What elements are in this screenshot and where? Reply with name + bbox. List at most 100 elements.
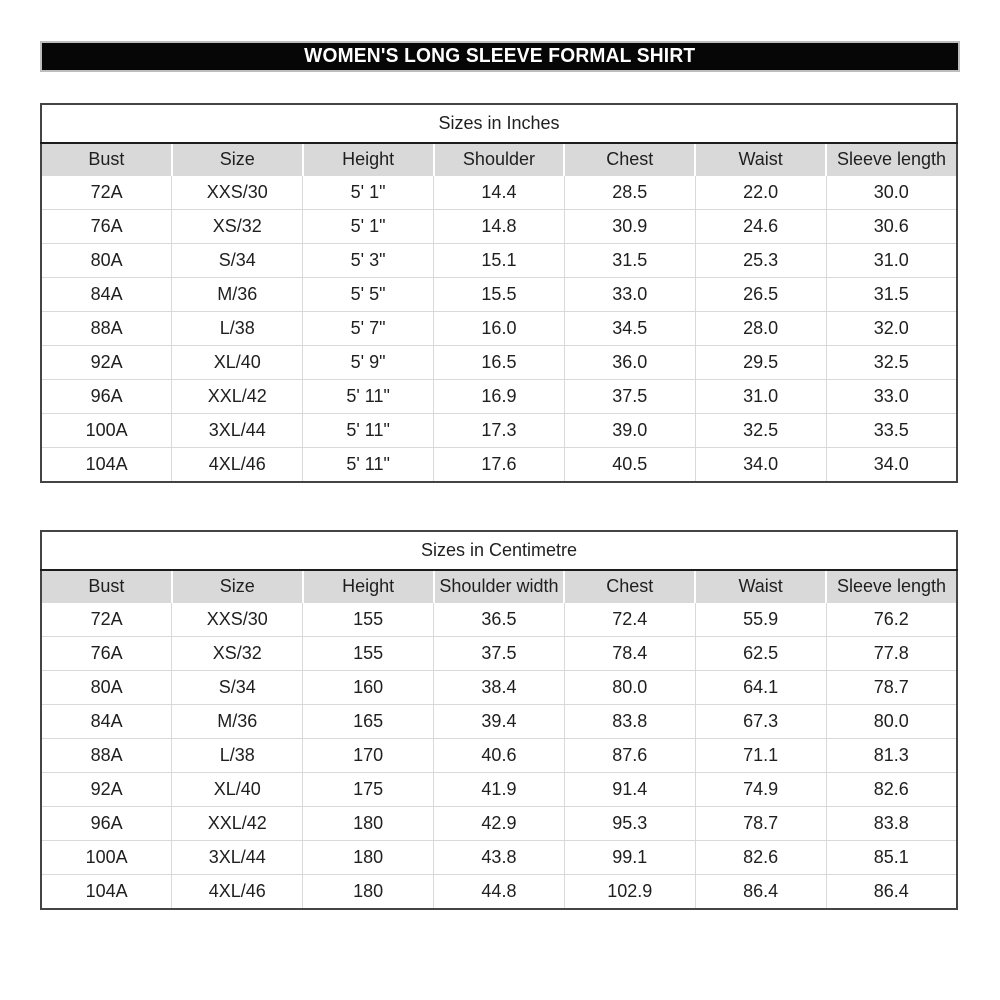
table-cell: 180 bbox=[302, 806, 434, 841]
column-header: Sleeve length bbox=[825, 143, 957, 176]
table-cell: 5' 1" bbox=[302, 209, 434, 244]
table-cell: 96A bbox=[41, 806, 172, 841]
table-cell: 41.9 bbox=[433, 772, 565, 807]
table-cell: 40.5 bbox=[563, 447, 696, 482]
table-cell: S/34 bbox=[171, 670, 303, 705]
table-cell: 86.4 bbox=[694, 874, 827, 909]
table-cell: 36.0 bbox=[563, 345, 696, 380]
table-cell: 5' 1" bbox=[302, 175, 434, 210]
table-cell: 32.0 bbox=[825, 311, 957, 346]
table-cell: 31.5 bbox=[825, 277, 957, 312]
table-cell: 91.4 bbox=[563, 772, 696, 807]
table-cell: 5' 11" bbox=[302, 379, 434, 414]
table-cell: XXL/42 bbox=[171, 379, 303, 414]
table-cell: 4XL/46 bbox=[171, 874, 303, 909]
table-cell: 64.1 bbox=[694, 670, 827, 705]
table-cell: 99.1 bbox=[563, 840, 696, 875]
table-cell: 16.0 bbox=[433, 311, 565, 346]
table-cell: 40.6 bbox=[433, 738, 565, 773]
table-cell: 4XL/46 bbox=[171, 447, 303, 482]
table-cell: 30.9 bbox=[563, 209, 696, 244]
table-row: 80A S/34 160 38.4 80.0 64.1 78.7 bbox=[41, 670, 957, 705]
table-cell: 77.8 bbox=[825, 636, 957, 671]
column-header: Waist bbox=[694, 570, 827, 603]
table-cell: 28.5 bbox=[563, 175, 696, 210]
column-header: Shoulder bbox=[432, 143, 565, 176]
table-cell: 44.8 bbox=[433, 874, 565, 909]
table-cell: L/38 bbox=[171, 311, 303, 346]
table-cell: 39.0 bbox=[563, 413, 696, 448]
table-row: 76A XS/32 5' 1" 14.8 30.9 24.6 30.6 bbox=[41, 209, 957, 244]
table-cell: 30.6 bbox=[825, 209, 957, 244]
table-cell: 42.9 bbox=[433, 806, 565, 841]
table-cell: 78.7 bbox=[825, 670, 957, 705]
table-cell: 5' 11" bbox=[302, 413, 434, 448]
table-header-row: Bust Size Height Shoulder Chest Waist Sleeve l… bbox=[41, 143, 957, 176]
column-header: Bust bbox=[41, 143, 172, 176]
table-cell: 72A bbox=[41, 602, 172, 637]
table-cell: 78.4 bbox=[563, 636, 696, 671]
table-row: 76A XS/32 155 37.5 78.4 62.5 77.8 bbox=[41, 636, 957, 671]
table-cell: 80A bbox=[41, 243, 172, 278]
table-row: 92A XL/40 175 41.9 91.4 74.9 82.6 bbox=[41, 772, 957, 807]
table-cell: 22.0 bbox=[694, 175, 827, 210]
table-cell: 29.5 bbox=[694, 345, 827, 380]
column-header: Bust bbox=[41, 570, 172, 603]
table-cell: 71.1 bbox=[694, 738, 827, 773]
table-cell: 155 bbox=[302, 636, 434, 671]
table-cell: 92A bbox=[41, 345, 172, 380]
table-caption: Sizes in Centimetre bbox=[41, 531, 957, 571]
table-cell: 33.5 bbox=[825, 413, 957, 448]
column-header: Height bbox=[301, 143, 434, 176]
table-cell: 74.9 bbox=[694, 772, 827, 807]
table-cell: L/38 bbox=[171, 738, 303, 773]
table-cell: 72.4 bbox=[563, 602, 696, 637]
table-cell: 100A bbox=[41, 840, 172, 875]
table-cell: 33.0 bbox=[825, 379, 957, 414]
table-cell: 26.5 bbox=[694, 277, 827, 312]
column-header: Size bbox=[170, 570, 303, 603]
table-cell: S/34 bbox=[171, 243, 303, 278]
table-cell: 43.8 bbox=[433, 840, 565, 875]
table-row: 88A L/38 170 40.6 87.6 71.1 81.3 bbox=[41, 738, 957, 773]
table-cell: 38.4 bbox=[433, 670, 565, 705]
table-cell: 31.5 bbox=[563, 243, 696, 278]
table-cell: 88A bbox=[41, 311, 172, 346]
table-caption-row: Sizes in Centimetre bbox=[41, 531, 957, 571]
table-cell: 83.8 bbox=[825, 806, 957, 841]
table-caption-row: Sizes in Inches bbox=[41, 104, 957, 144]
table-cell: 28.0 bbox=[694, 311, 827, 346]
table-cell: 17.6 bbox=[433, 447, 565, 482]
table-cell: 32.5 bbox=[694, 413, 827, 448]
table-cell: 102.9 bbox=[563, 874, 696, 909]
table-cell: M/36 bbox=[171, 704, 303, 739]
table-cell: 15.5 bbox=[433, 277, 565, 312]
column-header: Height bbox=[301, 570, 434, 603]
table-cell: XS/32 bbox=[171, 636, 303, 671]
page-title: WOMEN'S LONG SLEEVE FORMAL SHIRT bbox=[304, 45, 696, 67]
table-cell: 76A bbox=[41, 636, 172, 671]
column-header: Waist bbox=[694, 143, 827, 176]
table-cell: 30.0 bbox=[825, 175, 957, 210]
table-cell: 5' 5" bbox=[302, 277, 434, 312]
table-cell: 165 bbox=[302, 704, 434, 739]
table-cell: 95.3 bbox=[563, 806, 696, 841]
column-header: Chest bbox=[563, 570, 696, 603]
table-cell: 104A bbox=[41, 447, 172, 482]
table-cell: XXS/30 bbox=[171, 175, 303, 210]
column-header: Chest bbox=[563, 143, 696, 176]
table-cell: XXL/42 bbox=[171, 806, 303, 841]
table-cell: 180 bbox=[302, 840, 434, 875]
table-cell: 83.8 bbox=[563, 704, 696, 739]
table-cell: 37.5 bbox=[433, 636, 565, 671]
table-cell: 82.6 bbox=[694, 840, 827, 875]
table-row: 104A 4XL/46 5' 11" 17.6 40.5 34.0 34.0 bbox=[41, 447, 957, 482]
table-row: 100A 3XL/44 180 43.8 99.1 82.6 85.1 bbox=[41, 840, 957, 875]
table-cell: 31.0 bbox=[825, 243, 957, 278]
column-header: Sleeve length bbox=[825, 570, 957, 603]
table-cell: 3XL/44 bbox=[171, 413, 303, 448]
table-cell: 39.4 bbox=[433, 704, 565, 739]
column-header: Size bbox=[170, 143, 303, 176]
table-cell: 85.1 bbox=[825, 840, 957, 875]
table-cell: 82.6 bbox=[825, 772, 957, 807]
